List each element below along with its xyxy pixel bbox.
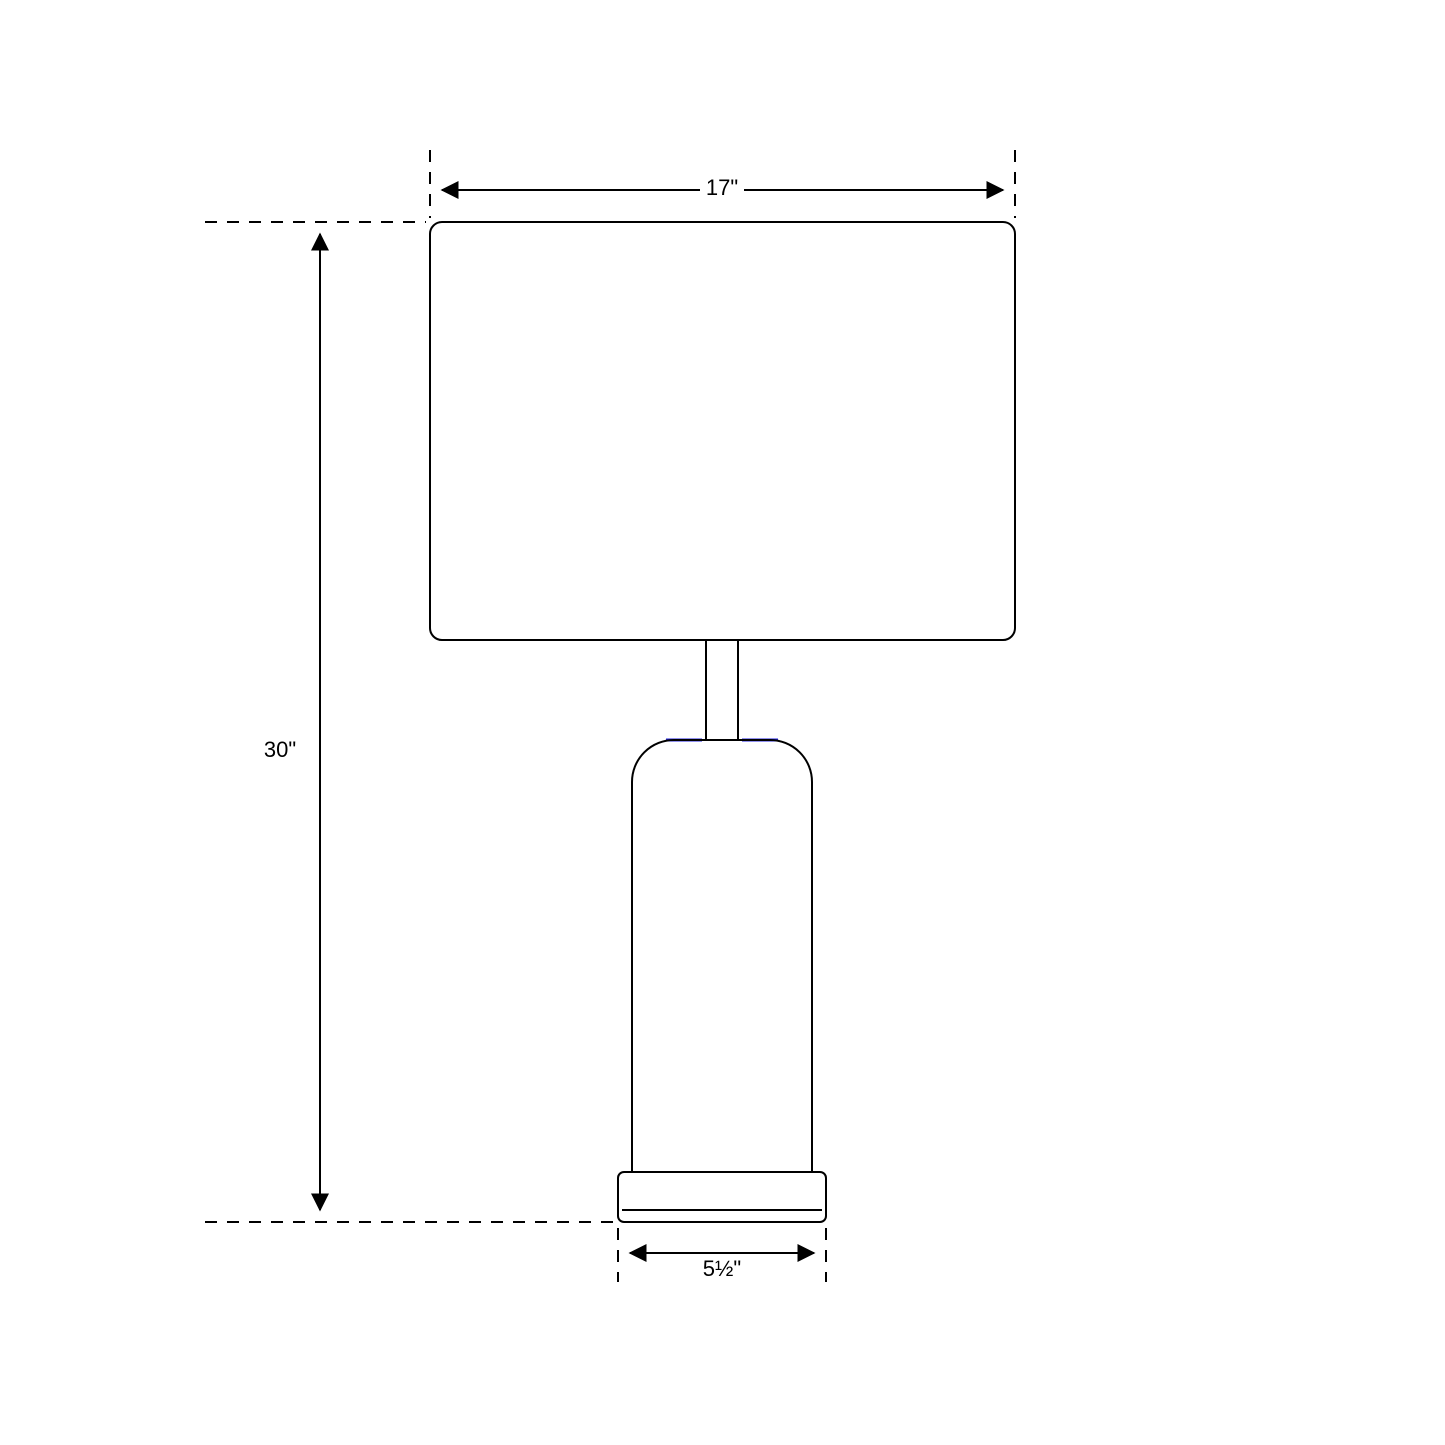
dim-height-label: 30" bbox=[264, 737, 296, 762]
lamp-body bbox=[632, 740, 812, 1172]
lamp-neck bbox=[706, 640, 738, 740]
lamp-base bbox=[618, 1172, 826, 1222]
lamp-dimension-diagram: 17" 30" 5½" bbox=[0, 0, 1445, 1445]
dim-base-width-label: 5½" bbox=[703, 1256, 741, 1281]
dim-top-width-label: 17" bbox=[706, 175, 738, 200]
lamp-shade bbox=[430, 222, 1015, 640]
